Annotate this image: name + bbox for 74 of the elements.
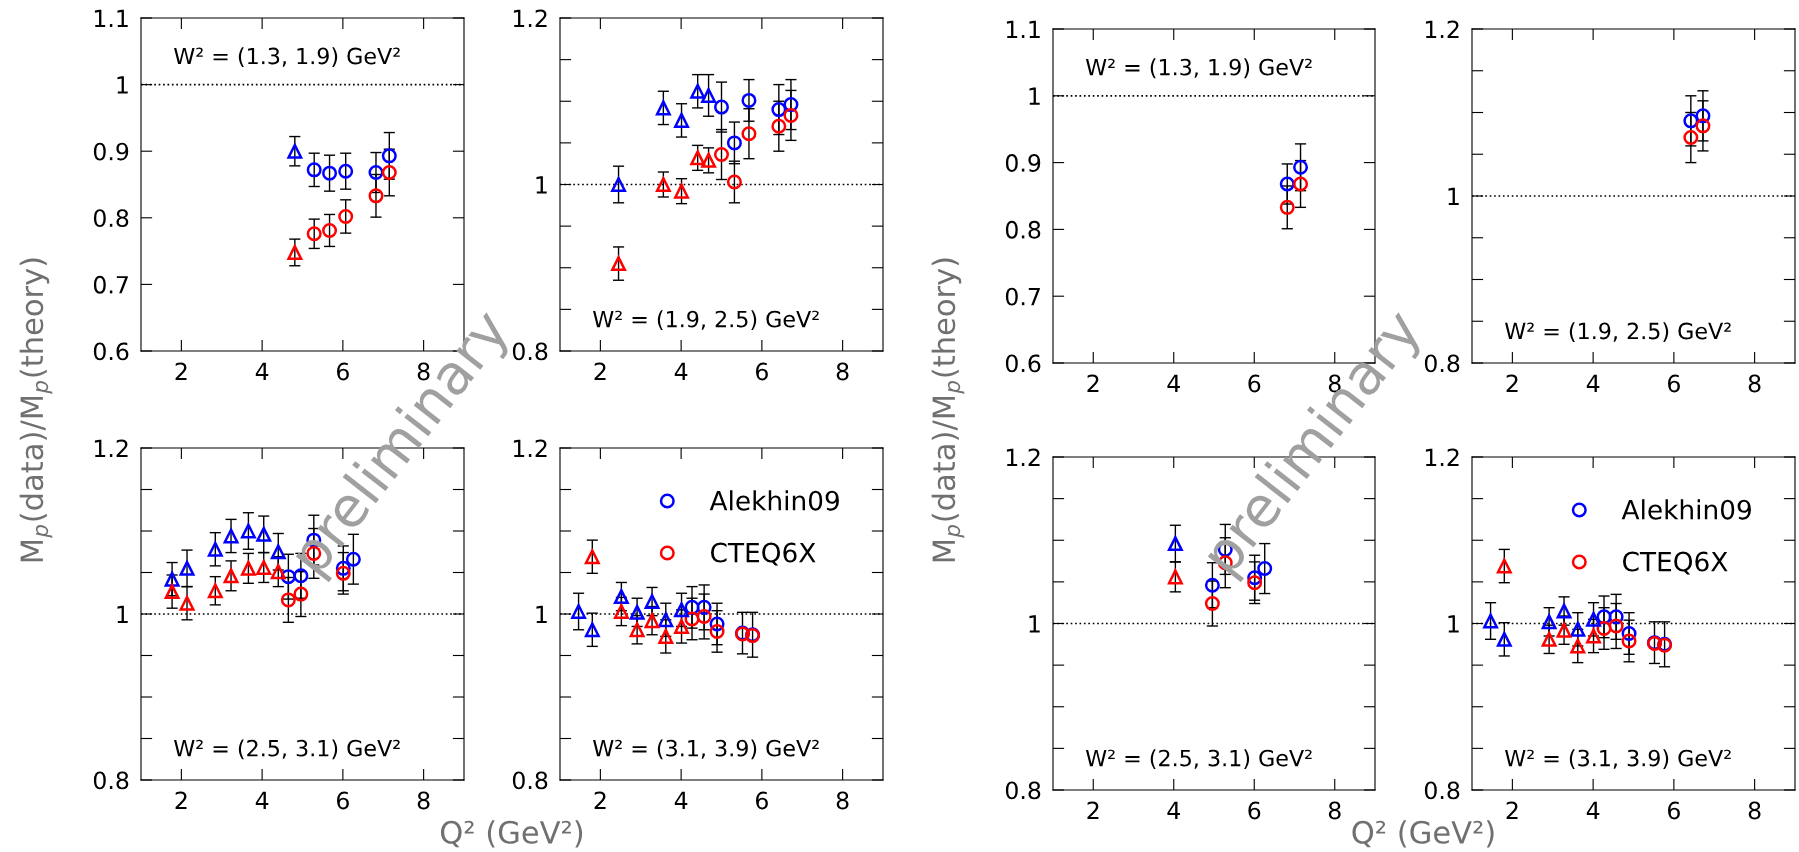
legend-label: CTEQ6X bbox=[711, 542, 816, 566]
y-tick-label: 0.7 bbox=[1005, 287, 1040, 306]
y-tick-label: 1 bbox=[536, 176, 547, 194]
annotation: W² = (1.9, 2.5) GeV² bbox=[593, 310, 819, 331]
x-tick-label: 2 bbox=[594, 362, 606, 381]
x-tick-label: 8 bbox=[836, 791, 849, 810]
y-tick-label: 0.8 bbox=[1005, 220, 1041, 239]
x-tick-label: 8 bbox=[417, 791, 430, 810]
x-tick-label: 4 bbox=[1167, 801, 1180, 820]
y-tick-label: 1.2 bbox=[1006, 448, 1040, 466]
y-tick-label: 1 bbox=[536, 605, 547, 623]
x-tick-label: 6 bbox=[1668, 801, 1680, 820]
annotation: W² = (2.5, 3.1) GeV² bbox=[174, 739, 400, 760]
y-tick-label: 1.2 bbox=[94, 439, 128, 457]
x-tick-label: 4 bbox=[1586, 801, 1600, 820]
y-tick-label: 0.6 bbox=[1005, 354, 1041, 373]
y-tick-label: 0.8 bbox=[93, 209, 129, 228]
y-tick-label: 1 bbox=[117, 76, 128, 94]
x-tick-label: 6 bbox=[1248, 801, 1261, 820]
x-axis-title: Q² (GeV²) bbox=[440, 820, 583, 848]
x-tick-label: 6 bbox=[1668, 374, 1680, 393]
y-tick-label: 1.2 bbox=[1425, 20, 1459, 38]
y-tick-label: 0.8 bbox=[1424, 781, 1460, 800]
x-tick-label: 2 bbox=[175, 791, 187, 810]
y-tick-label: 0.8 bbox=[512, 771, 548, 790]
y-tick-label: 0.8 bbox=[1424, 354, 1460, 373]
annotation: W² = (2.5, 3.1) GeV² bbox=[1085, 749, 1312, 770]
annotation: W² = (1.3, 1.9) GeV² bbox=[1085, 58, 1312, 79]
y-tick-label: 0.6 bbox=[93, 342, 129, 361]
y-tick-label: 1 bbox=[117, 605, 128, 623]
x-tick-label: 2 bbox=[1506, 801, 1518, 820]
y-tick-label: 1.2 bbox=[1425, 448, 1459, 466]
x-tick-label: 8 bbox=[1748, 801, 1761, 820]
y-tick-label: 0.9 bbox=[1005, 154, 1041, 172]
y-tick-label: 1 bbox=[1029, 615, 1040, 633]
y-tick-label: 0.9 bbox=[93, 142, 129, 161]
x-tick-label: 2 bbox=[1087, 801, 1099, 820]
x-tick-label: 6 bbox=[337, 791, 349, 810]
y-tick-label: 0.8 bbox=[512, 342, 548, 361]
x-tick-label: 4 bbox=[1586, 374, 1600, 393]
x-tick-label: 2 bbox=[594, 791, 606, 810]
y-tick-label: 0.7 bbox=[93, 275, 128, 294]
legend-label: Alekhin09 bbox=[709, 490, 839, 511]
x-tick-label: 4 bbox=[255, 362, 269, 381]
y-tick-label: 0.8 bbox=[93, 771, 129, 790]
x-tick-label: 4 bbox=[1167, 374, 1180, 393]
annotation: W² = (3.1, 3.9) GeV² bbox=[1505, 749, 1731, 770]
y-tick-label: 1 bbox=[1029, 87, 1040, 105]
y-tick-label: 1 bbox=[1448, 187, 1459, 205]
x-tick-label: 8 bbox=[1328, 801, 1341, 820]
annotation: W² = (1.3, 1.9) GeV² bbox=[174, 47, 400, 68]
x-tick-label: 2 bbox=[1506, 374, 1518, 393]
x-tick-label: 4 bbox=[674, 362, 688, 381]
y-tick-label: 1.2 bbox=[513, 9, 547, 27]
y-tick-label: 1 bbox=[1448, 615, 1459, 633]
x-axis-title: Q² (GeV²) bbox=[1352, 820, 1494, 848]
legend-label: CTEQ6X bbox=[1623, 551, 1728, 575]
annotation: W² = (1.9, 2.5) GeV² bbox=[1505, 322, 1731, 342]
x-tick-label: 4 bbox=[255, 791, 269, 810]
x-tick-label: 8 bbox=[1748, 374, 1761, 393]
legend-label: Alekhin09 bbox=[1621, 499, 1751, 520]
x-tick-label: 8 bbox=[836, 362, 849, 381]
annotation: W² = (3.1, 3.9) GeV² bbox=[593, 739, 819, 760]
y-axis-title: M$_{p}$(data)/M$_{p}$(theory) bbox=[931, 258, 965, 562]
y-axis-title: M$_{p}$(data)/M$_{p}$(theory) bbox=[19, 258, 53, 562]
x-tick-label: 6 bbox=[756, 791, 768, 810]
y-tick-label: 1.2 bbox=[513, 439, 547, 457]
y-tick-label: 0.8 bbox=[1005, 781, 1041, 800]
x-tick-label: 2 bbox=[175, 362, 187, 381]
y-tick-label: 1.1 bbox=[1006, 20, 1040, 38]
x-tick-label: 2 bbox=[1087, 374, 1099, 393]
x-tick-label: 6 bbox=[756, 362, 768, 381]
y-tick-label: 1.1 bbox=[94, 9, 128, 27]
x-tick-label: 4 bbox=[674, 791, 688, 810]
